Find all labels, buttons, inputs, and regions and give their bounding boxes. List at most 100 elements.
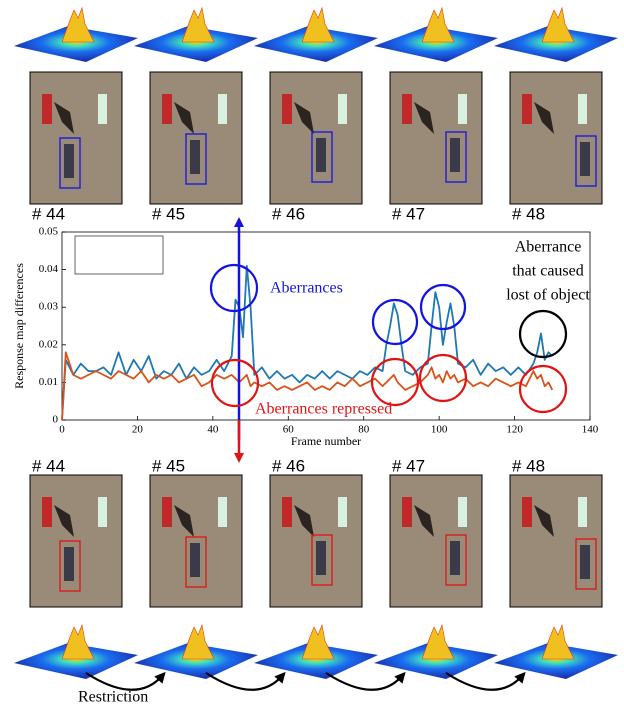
annotation: lost of object xyxy=(506,287,590,304)
surface-peak xyxy=(421,6,455,43)
thumbnail xyxy=(389,474,483,608)
frame-label: # 44 xyxy=(32,204,65,223)
thumbnail xyxy=(509,474,603,608)
person xyxy=(522,497,532,527)
shadow xyxy=(534,505,554,537)
shadow xyxy=(414,102,434,134)
circle xyxy=(518,309,568,359)
x-tick-label: 20 xyxy=(132,424,144,436)
thumbnail xyxy=(509,71,603,205)
frame-label: # 46 xyxy=(272,204,305,223)
person xyxy=(162,94,172,124)
person xyxy=(458,497,467,527)
frame-label: # 45 xyxy=(152,456,185,475)
x-tick-label: 140 xyxy=(582,424,599,436)
person xyxy=(338,497,347,527)
person xyxy=(282,497,292,527)
frame-label: # 45 xyxy=(152,204,185,223)
restriction-arrow xyxy=(205,671,286,691)
person xyxy=(218,94,227,124)
target-box xyxy=(311,534,333,586)
target-box xyxy=(185,536,207,588)
surface-peak xyxy=(181,623,215,660)
x-tick-label: 120 xyxy=(506,424,523,436)
person xyxy=(450,138,460,172)
surface-peak xyxy=(541,6,575,43)
frame-label: # 48 xyxy=(512,204,545,223)
series-line xyxy=(61,351,554,421)
person xyxy=(42,94,52,124)
y-tick-label: 0.03 xyxy=(39,301,59,313)
person xyxy=(64,547,74,581)
surface xyxy=(374,643,498,679)
frame-label: # 47 xyxy=(392,456,425,475)
surface-peak xyxy=(181,6,215,43)
annotation: Aberrance xyxy=(515,239,582,256)
surface xyxy=(494,26,618,62)
thumbnail xyxy=(389,71,483,205)
y-tick-label: 0 xyxy=(53,414,59,426)
shadow xyxy=(54,505,74,537)
annotation: that caused xyxy=(512,263,584,280)
target-box xyxy=(59,540,81,592)
circle xyxy=(419,283,467,331)
surface xyxy=(134,643,258,679)
circle xyxy=(209,263,259,313)
frame-label: # 47 xyxy=(392,204,425,223)
person xyxy=(578,94,587,124)
restriction-arrow xyxy=(445,671,526,691)
person xyxy=(522,94,532,124)
circle xyxy=(518,364,568,414)
target-box xyxy=(445,534,467,586)
surface xyxy=(14,643,138,679)
surface-peak xyxy=(541,623,575,660)
shadow xyxy=(174,102,194,134)
shadow xyxy=(174,505,194,537)
person xyxy=(450,541,460,575)
surface xyxy=(134,26,258,62)
shadow xyxy=(534,102,554,134)
person xyxy=(190,543,200,577)
person xyxy=(580,545,590,579)
series-line xyxy=(61,264,553,421)
y-tick-label: 0.05 xyxy=(39,226,59,238)
target-box xyxy=(575,538,597,590)
target-box xyxy=(59,137,81,189)
person xyxy=(98,497,107,527)
decorations: # 44 # 44 # 45 # 45 # 46 # 46 # 47 # 47 # 48 # 48 xyxy=(14,6,618,691)
person xyxy=(338,94,347,124)
surface-peak xyxy=(61,6,95,43)
person xyxy=(218,497,227,527)
shadow xyxy=(414,505,434,537)
surface-peak xyxy=(61,623,95,660)
surface xyxy=(14,26,138,62)
annotation: Restriction xyxy=(78,689,148,706)
person xyxy=(402,94,412,124)
shadow xyxy=(294,102,314,134)
annotation: Aberrances repressed xyxy=(255,401,392,418)
person xyxy=(98,94,107,124)
person xyxy=(578,497,587,527)
person xyxy=(402,497,412,527)
target-box xyxy=(575,135,597,187)
y-tick-label: 0.02 xyxy=(39,338,58,350)
frame-label: # 46 xyxy=(272,456,305,475)
person xyxy=(316,541,326,575)
y-tick-label: 0.04 xyxy=(39,263,59,275)
y-axis-label: Response map differences xyxy=(12,263,26,389)
plot-frame xyxy=(61,231,591,421)
surface-peak xyxy=(301,623,335,660)
person xyxy=(64,144,74,178)
x-tick-label: 60 xyxy=(283,424,295,436)
x-tick-label: 0 xyxy=(59,424,65,436)
person xyxy=(316,138,326,172)
circle xyxy=(370,357,420,407)
person xyxy=(458,94,467,124)
x-axis-label: Frame number xyxy=(291,434,361,448)
surface xyxy=(494,643,618,679)
target-box xyxy=(185,133,207,185)
circle xyxy=(418,353,468,403)
surface xyxy=(374,26,498,62)
